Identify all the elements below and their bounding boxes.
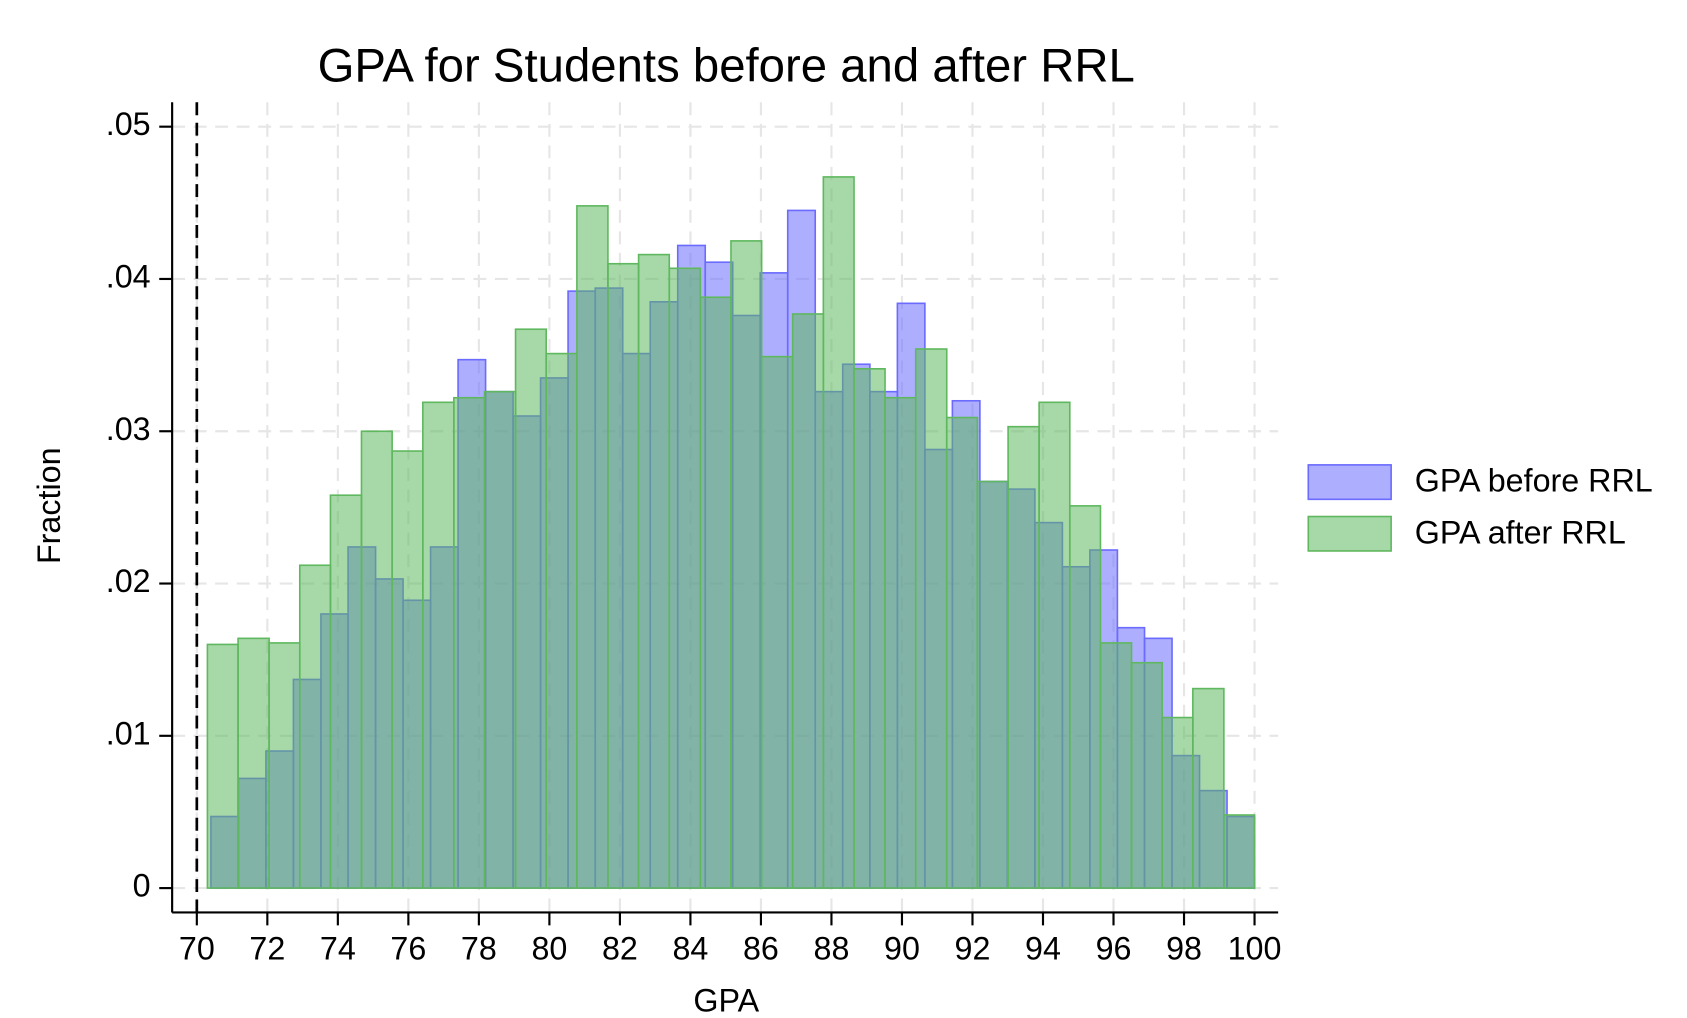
legend-swatch [1307, 464, 1392, 501]
bar [514, 328, 548, 889]
legend-label: GPA after RRL [1415, 514, 1626, 550]
bar [637, 253, 671, 889]
bar [976, 480, 1009, 889]
bar [329, 494, 363, 889]
y-tick-label: .02 [106, 563, 151, 599]
bar [1068, 505, 1102, 889]
bar [206, 643, 239, 889]
x-tick-label: 90 [884, 931, 920, 967]
x-tick-label: 100 [1228, 931, 1282, 967]
x-tick-label: 92 [955, 931, 991, 967]
x-tick-label: 84 [672, 931, 708, 967]
bar [791, 313, 825, 889]
y-axis-label: Fraction [31, 447, 67, 564]
y-tick-label: .03 [106, 411, 151, 447]
legend-swatch [1307, 515, 1392, 552]
bar [391, 450, 424, 889]
bar [699, 296, 732, 889]
x-tick-label: 80 [531, 931, 567, 967]
bar [1099, 642, 1133, 889]
bar [545, 352, 578, 889]
bar [576, 205, 609, 889]
x-axis-label: GPA [693, 982, 759, 1018]
x-tick-label: 78 [461, 931, 497, 967]
bar [237, 637, 270, 889]
x-tick-label: 76 [390, 931, 426, 967]
bar [1007, 425, 1040, 889]
x-tick-label: 82 [602, 931, 638, 967]
x-tick-label: 94 [1025, 931, 1061, 967]
y-tick-label: 0 [133, 868, 151, 904]
bar [483, 390, 517, 889]
bar [945, 416, 979, 889]
x-tick-label: 88 [814, 931, 850, 967]
bar [422, 401, 455, 889]
bar [884, 396, 917, 889]
bar [730, 240, 763, 889]
x-tick-label: 98 [1166, 931, 1202, 967]
x-tick-label: 72 [249, 931, 285, 967]
x-tick-label: 96 [1096, 931, 1132, 967]
bar [853, 368, 886, 889]
bar [1192, 687, 1225, 889]
chart-title: GPA for Students before and after RRL [318, 39, 1135, 92]
bar [453, 396, 486, 889]
bar [1161, 716, 1194, 889]
bar [822, 176, 855, 889]
bar [1223, 814, 1256, 889]
y-tick-label: .01 [106, 715, 151, 751]
y-tick-label: .04 [106, 258, 151, 294]
x-tick-label: 74 [320, 931, 356, 967]
x-tick-label: 86 [743, 931, 779, 967]
bar [298, 564, 332, 889]
bar [268, 642, 301, 889]
bar [607, 262, 640, 889]
bar [760, 355, 794, 889]
bar [668, 267, 702, 889]
bar [914, 348, 948, 889]
bar [1038, 401, 1071, 889]
x-tick-label: 70 [179, 931, 215, 967]
y-tick-label: .05 [106, 106, 151, 142]
bar [360, 430, 393, 889]
legend-label: GPA before RRL [1415, 463, 1653, 499]
bar [1130, 661, 1163, 889]
